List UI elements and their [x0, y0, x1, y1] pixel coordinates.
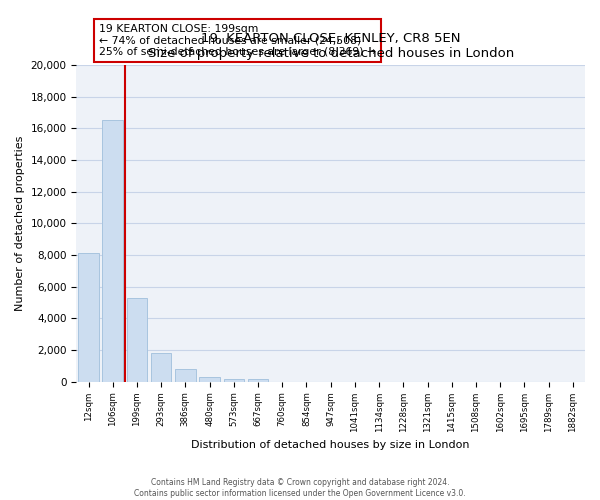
Bar	[248, 379, 268, 382]
Bar	[127, 298, 147, 382]
Bar	[175, 369, 196, 382]
Bar	[103, 120, 123, 382]
Bar	[224, 379, 244, 382]
Y-axis label: Number of detached properties: Number of detached properties	[15, 136, 25, 311]
X-axis label: Distribution of detached houses by size in London: Distribution of detached houses by size …	[191, 440, 470, 450]
Bar	[199, 377, 220, 382]
Text: Contains HM Land Registry data © Crown copyright and database right 2024.
Contai: Contains HM Land Registry data © Crown c…	[134, 478, 466, 498]
Title: 19, KEARTON CLOSE, KENLEY, CR8 5EN
Size of property relative to detached houses : 19, KEARTON CLOSE, KENLEY, CR8 5EN Size …	[148, 32, 514, 60]
Text: 19 KEARTON CLOSE: 199sqm
← 74% of detached houses are smaller (24,508)
25% of se: 19 KEARTON CLOSE: 199sqm ← 74% of detach…	[99, 24, 376, 57]
Bar	[151, 353, 172, 382]
Bar	[78, 254, 99, 382]
